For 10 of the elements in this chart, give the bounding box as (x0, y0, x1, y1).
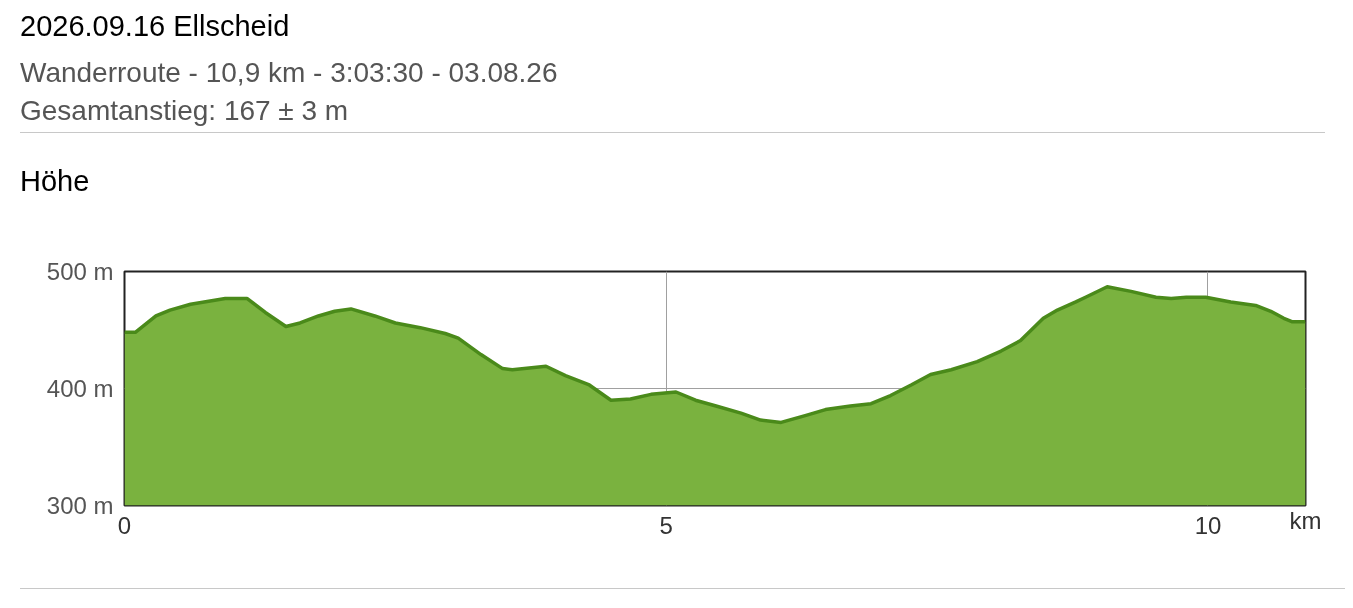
y-tick-label: 300 m (46, 492, 114, 519)
chart-subtitle: Wanderroute - 10,9 km - 3:03:30 - 03.08.26 Gesamtanstieg: 167 ± 3 m (20, 57, 558, 126)
x-tick-label: 0 (117, 511, 132, 539)
x-axis-title: km (1289, 506, 1322, 534)
y-axis-title: Höhe (20, 164, 91, 199)
x-tick-label: 10 (1194, 511, 1222, 539)
y-tick-label: 400 m (46, 375, 114, 402)
x-tick-label: 5 (659, 511, 673, 539)
chart-title: 2026.09.16 Ellscheid (20, 9, 291, 42)
y-tick-label: 500 m (46, 258, 114, 285)
